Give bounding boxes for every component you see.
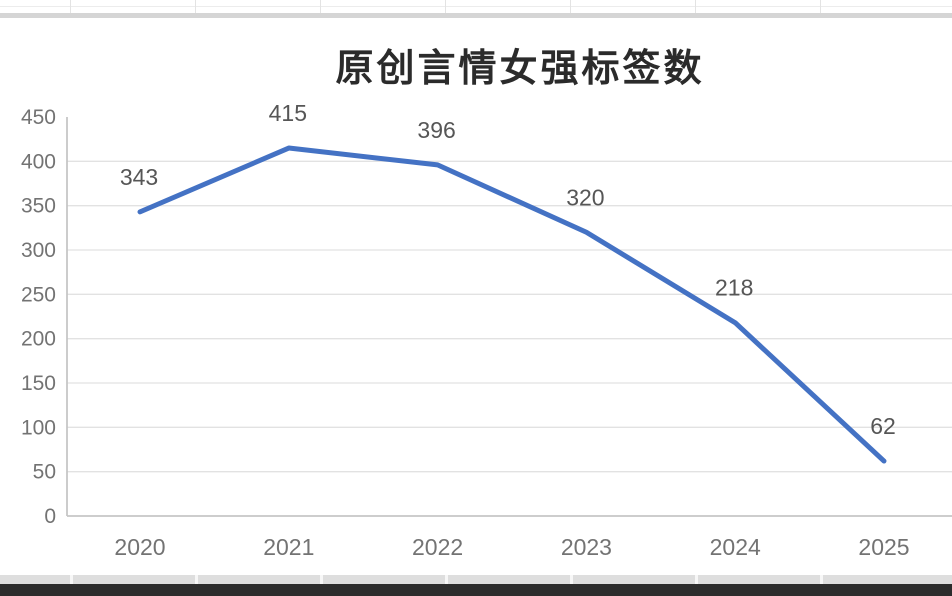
- column-separators: [0, 575, 952, 584]
- spreadsheet-bottom-row[interactable]: [0, 575, 952, 584]
- chart-title: 原创言情女强标签数: [335, 48, 705, 90]
- data-label: 415: [269, 100, 307, 126]
- y-axis-tick-label: 300: [21, 239, 56, 262]
- row-border-band-top: [0, 13, 952, 18]
- x-axis-tick-label: 2022: [412, 534, 463, 560]
- chart-plot: 0 50 100 150 200 250 300 350 400 450 2020 2021 2022 2…: [21, 100, 952, 560]
- y-axis-tick-label: 50: [33, 461, 56, 484]
- x-axis-tick-label: 2020: [114, 534, 165, 560]
- data-label: 62: [870, 413, 896, 439]
- window-bottom-strip: [0, 584, 952, 596]
- spreadsheet-top-rows[interactable]: [0, 0, 952, 13]
- y-axis-tick-label: 400: [21, 150, 56, 173]
- series-line[interactable]: [137, 145, 887, 464]
- data-label: 396: [417, 117, 455, 143]
- x-axis-tick-label: 2023: [561, 534, 612, 560]
- chart[interactable]: 原创言情女强标签数 0 50 100 150 200 250 300 350 400 450 202…: [0, 18, 952, 575]
- y-axis-tick-label: 0: [44, 505, 56, 528]
- y-axis-tick-label: 250: [21, 283, 56, 306]
- x-axis-tick-label: 2021: [263, 534, 314, 560]
- y-axis-tick-label: 450: [21, 106, 56, 129]
- column-gridlines: [0, 0, 952, 13]
- y-axis-tick-label: 100: [21, 416, 56, 439]
- data-label: 320: [566, 184, 604, 210]
- data-label: 343: [120, 164, 158, 190]
- y-axis-tick-label: 200: [21, 328, 56, 351]
- y-axis-tick-label: 350: [21, 195, 56, 218]
- x-axis-tick-label: 2025: [858, 534, 909, 560]
- data-label: 218: [715, 275, 753, 301]
- y-axis-tick-label: 150: [21, 372, 56, 395]
- x-axis-tick-label: 2024: [710, 534, 761, 560]
